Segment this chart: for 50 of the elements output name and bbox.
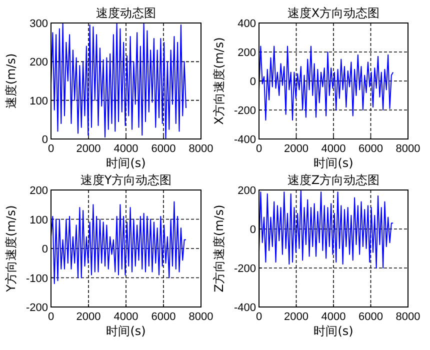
line-series [50, 201, 186, 284]
y-tick-label: 0 [250, 76, 256, 88]
y-tick-label: 300 [30, 18, 48, 30]
x-tick-label: 6000 [358, 311, 383, 323]
x-axis-title: 时间(s) [106, 156, 146, 170]
y-tick-label: -200 [234, 105, 256, 117]
x-tick-label: 4000 [114, 143, 138, 155]
x-axis-title: 时间(s) [314, 324, 354, 338]
y-tick-label: 200 [30, 56, 48, 69]
y-tick-label: 400 [238, 18, 256, 30]
y-axis-title: 速度(m/s) [4, 53, 18, 109]
y-axis-title: Z方向速度(m/s) [212, 204, 226, 292]
y-tick-label: -200 [26, 302, 48, 314]
y-axis-title: X方向速度(m/s) [212, 37, 226, 125]
x-tick-label: 8000 [396, 311, 420, 323]
y-tick-label: 200 [30, 185, 48, 197]
y-tick-label: -200 [234, 263, 256, 275]
x-tick-label: 4000 [321, 143, 346, 155]
x-tick-label: 4000 [114, 311, 138, 323]
x-axis-title: 时间(s) [106, 324, 146, 338]
y-tick-label: 0 [42, 244, 48, 256]
y-tick-label: 100 [30, 214, 48, 226]
chart-title: 速度Z方向动态图 [287, 173, 380, 187]
x-tick-label: 8000 [396, 143, 420, 155]
line-series [50, 22, 186, 140]
y-axis-title: Y方向速度(m/s) [4, 205, 18, 293]
x-tick-label: 2000 [284, 311, 308, 323]
x-tick-label: 6000 [358, 143, 383, 155]
x-tick-label: 8000 [188, 143, 214, 155]
y-tick-label: 0 [42, 134, 48, 146]
line-series [258, 46, 394, 121]
y-tick-label: -100 [26, 272, 48, 285]
y-tick-label: -400 [234, 134, 256, 146]
x-tick-label: 6000 [151, 311, 176, 323]
x-tick-label: 2000 [284, 143, 308, 155]
y-tick-label: 200 [238, 47, 256, 59]
x-axis-title: 时间(s) [314, 156, 354, 170]
y-tick-label: 0 [250, 224, 256, 236]
x-tick-label: 4000 [321, 311, 346, 323]
x-tick-label: 8000 [188, 311, 214, 323]
x-tick-label: 2000 [76, 311, 101, 323]
chart-title: 速度动态图 [96, 6, 156, 20]
chart-title: 速度Y方向动态图 [80, 173, 172, 187]
line-series [258, 190, 394, 268]
y-tick-label: 200 [238, 185, 256, 197]
y-tick-label: -400 [234, 302, 256, 314]
chart-title: 速度X方向动态图 [287, 6, 380, 20]
y-tick-label: 100 [30, 95, 48, 108]
x-tick-label: 6000 [151, 143, 176, 155]
x-tick-label: 2000 [76, 143, 101, 155]
